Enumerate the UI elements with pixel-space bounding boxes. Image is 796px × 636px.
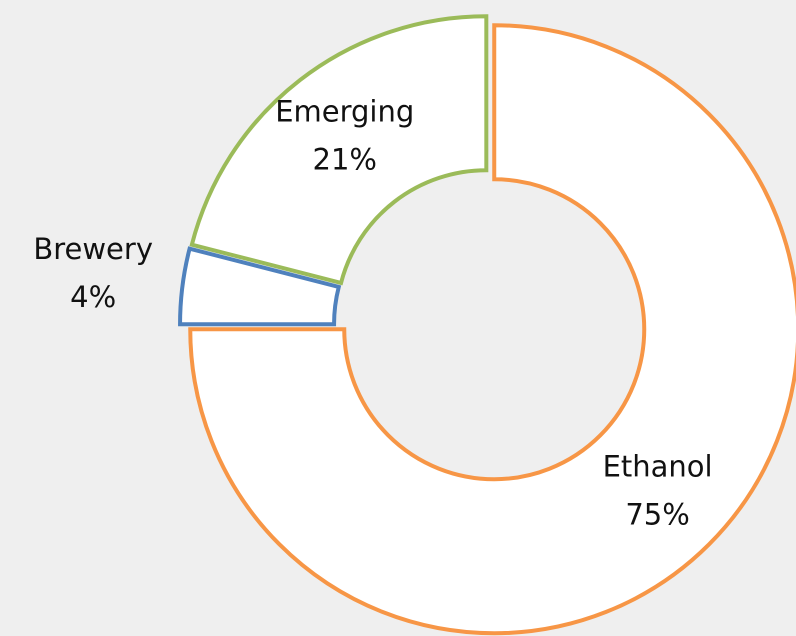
donut-slice <box>189 14 489 286</box>
slice-label: Brewery <box>33 232 153 266</box>
slice-value-label: 4% <box>70 280 116 314</box>
slice-label: Ethanol <box>603 450 713 484</box>
donut-slice <box>178 246 342 327</box>
slice-label: Emerging <box>275 95 414 129</box>
slice-value-label: 21% <box>313 143 377 177</box>
slice-value-label: 75% <box>625 498 689 532</box>
donut-slice <box>188 23 796 636</box>
